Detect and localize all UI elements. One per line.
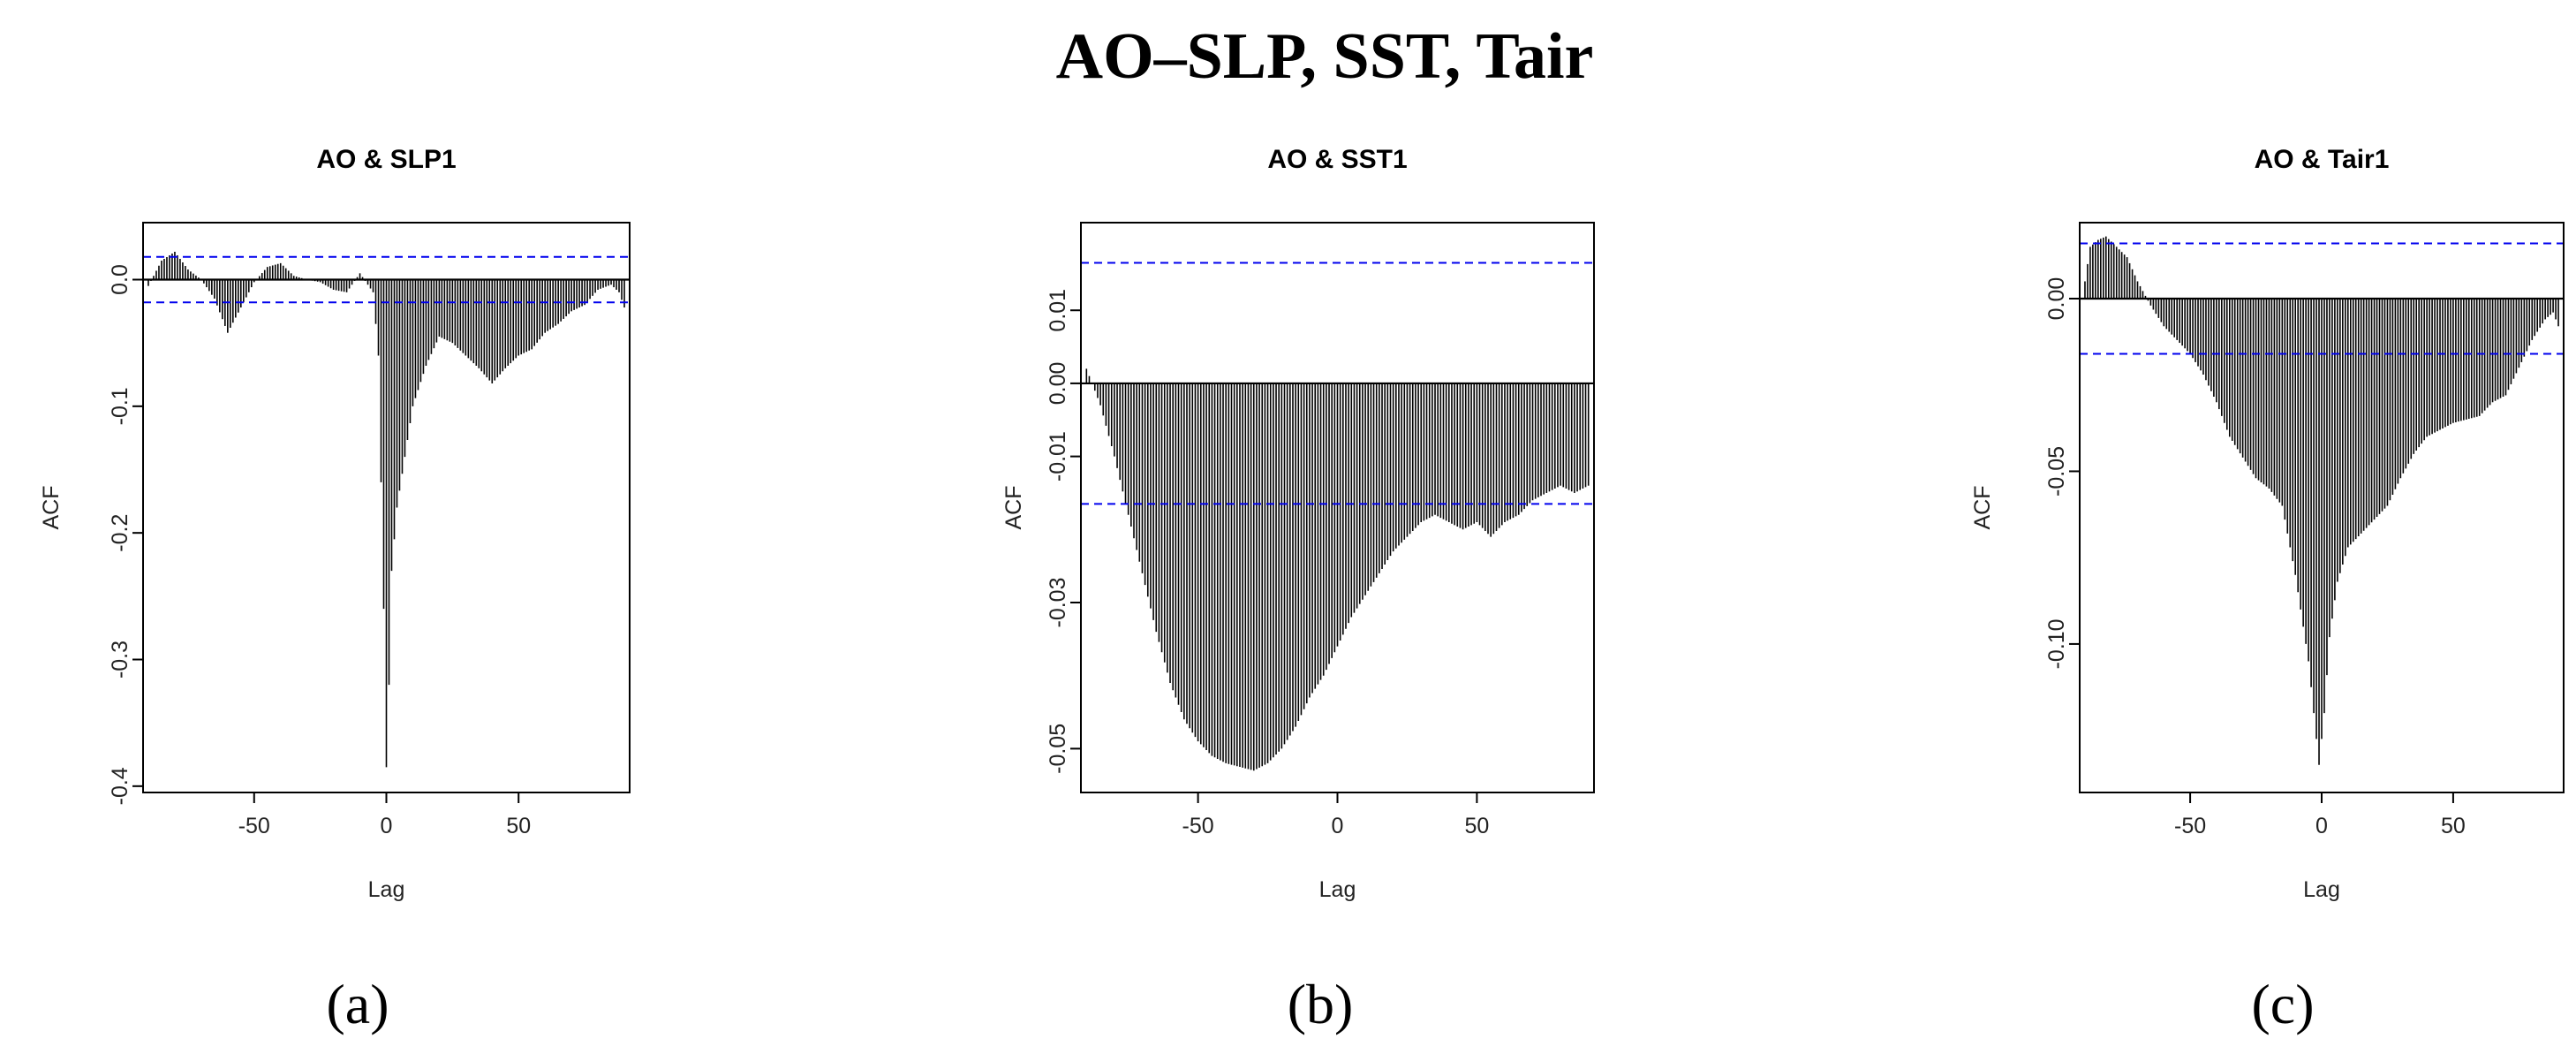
acf-bars [147,251,625,768]
y-tick-label: 0.01 [1046,289,1070,332]
y-tick-label: -0.05 [2044,446,2069,497]
panel-b: AO & SST1 -50 0 50 Lag 0.01 0.00 -0.01 -0.03 -0.0… [1001,145,1595,1035]
panel-caption: (c) [2251,973,2314,1035]
x-tick-label: 0 [1332,814,1344,838]
y-tick-label: -0.3 [108,641,132,679]
y-axis: 0.0 -0.1 -0.2 -0.3 -0.4 [108,264,144,805]
y-tick-label: -0.2 [108,514,132,552]
x-axis: -50 0 50 [238,792,531,838]
x-axis-label: Lag [2303,877,2340,902]
y-tick-label: -0.05 [1046,724,1070,774]
panel-caption: (b) [1288,973,1354,1035]
panel-caption: (a) [326,973,389,1035]
y-tick-label: -0.01 [1046,431,1070,482]
y-tick-label: 0.0 [108,264,132,295]
panel-title: AO & Tair1 [2255,145,2390,174]
figure-title: AO–SLP, SST, Tair [1056,20,1594,93]
x-tick-label: 50 [1464,814,1489,838]
x-axis-label: Lag [1319,877,1356,902]
x-tick-label: 0 [2315,814,2328,838]
x-tick-label: -50 [2174,814,2206,838]
y-tick-label: 0.00 [1046,362,1070,406]
acf-bars [1085,368,1590,771]
y-tick-label: -0.03 [1046,578,1070,628]
y-axis: 0.00 -0.05 -0.10 [2044,277,2081,669]
x-tick-label: 50 [506,814,531,838]
panel-c: AO & Tair1 -50 0 50 Lag 0.00 -0.05 -0.10 ACF (c) [1970,145,2565,1035]
panel-a: AO & SLP1 -50 0 50 Lag 0.0 -0.1 -0.2 -0.3 -0.4 ACF… [39,145,631,1035]
y-tick-label: 0.00 [2044,277,2069,321]
x-tick-label: 50 [2441,814,2466,838]
y-axis-label: ACF [1001,486,1026,530]
x-axis-label: Lag [368,877,405,902]
x-axis: -50 0 50 [1182,792,1489,838]
y-tick-label: -0.1 [108,387,132,425]
x-tick-label: -50 [238,814,270,838]
x-axis: -50 0 50 [2174,792,2466,838]
y-tick-label: -0.4 [108,767,132,805]
y-axis-label: ACF [39,486,64,530]
acf-bars [2084,236,2559,765]
y-axis: 0.01 0.00 -0.01 -0.03 -0.05 [1046,289,1082,774]
x-tick-label: -50 [1182,814,1214,838]
panel-title: AO & SLP1 [316,145,456,174]
x-tick-label: 0 [381,814,393,838]
panel-title: AO & SST1 [1267,145,1407,174]
y-tick-label: -0.10 [2044,618,2069,669]
y-axis-label: ACF [1970,486,1995,530]
